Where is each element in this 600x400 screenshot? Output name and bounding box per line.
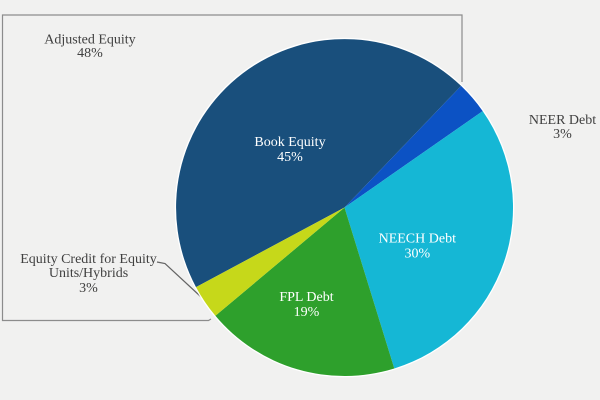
svg-text:3%: 3% xyxy=(79,281,98,296)
svg-text:19%: 19% xyxy=(294,305,320,320)
svg-text:Equity Credit for Equity: Equity Credit for Equity xyxy=(20,252,156,267)
svg-text:FPL Debt: FPL Debt xyxy=(279,290,333,305)
svg-text:48%: 48% xyxy=(77,46,103,61)
svg-text:Book Equity: Book Equity xyxy=(254,135,325,150)
svg-text:30%: 30% xyxy=(404,246,430,261)
svg-text:Units/Hybrids: Units/Hybrids xyxy=(49,266,128,281)
svg-text:NEECH Debt: NEECH Debt xyxy=(379,232,456,247)
svg-text:3%: 3% xyxy=(553,127,572,142)
svg-text:Adjusted Equity: Adjusted Equity xyxy=(44,32,135,47)
svg-text:45%: 45% xyxy=(277,150,303,165)
svg-text:NEER Debt: NEER Debt xyxy=(529,113,596,128)
